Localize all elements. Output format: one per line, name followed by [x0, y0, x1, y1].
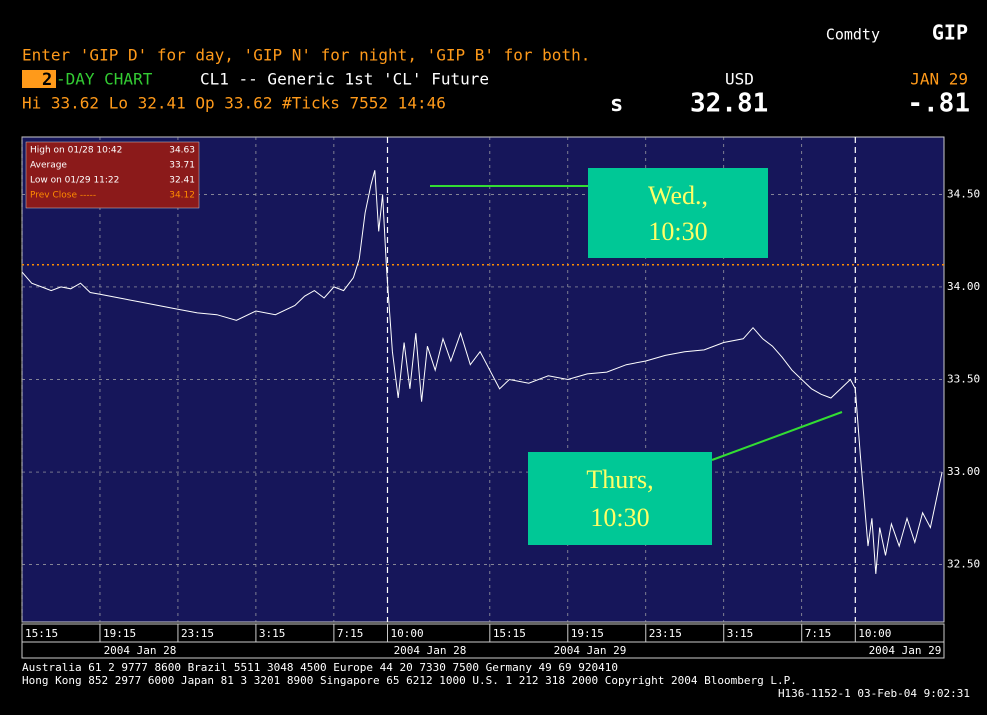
summary-value: 32.41	[169, 176, 195, 186]
footer: H136-1152-1 03-Feb-04 9:02:31	[778, 687, 970, 700]
change: -.81	[907, 89, 970, 119]
x-tick-label: 3:15	[727, 627, 754, 640]
date-label: 2004 Jan 28	[104, 644, 177, 657]
summary-value: 34.63	[169, 146, 195, 156]
x-tick-label: 10:00	[390, 627, 423, 640]
x-tick-label: 7:15	[805, 627, 832, 640]
last: 32.81	[690, 89, 768, 119]
y-tick-label: 33.50	[947, 373, 980, 386]
flag: s	[610, 92, 623, 117]
y-tick-label: 34.00	[947, 280, 980, 293]
y-tick-label: 33.00	[947, 465, 980, 478]
x-tick-label: 23:15	[181, 627, 214, 640]
y-tick-label: 32.50	[947, 558, 980, 571]
annotation: 10:30	[590, 503, 649, 532]
date: JAN 29	[910, 70, 968, 89]
x-tick-label: 3:15	[259, 627, 286, 640]
summary-value: 33.71	[169, 161, 195, 171]
period-label: -DAY CHART	[56, 70, 153, 89]
summary-value: 34.12	[169, 191, 195, 201]
period-num: 2	[42, 70, 52, 90]
instructions: Enter 'GIP D' for day, 'GIP N' for night…	[22, 46, 590, 65]
footer: Australia 61 2 9777 8600 Brazil 5511 304…	[22, 661, 618, 674]
x-tick-label: 10:00	[858, 627, 891, 640]
security: CL1 -- Generic 1st 'CL' Future	[200, 70, 489, 89]
annotation: Thurs,	[586, 465, 653, 494]
code: GIP	[932, 21, 968, 45]
x-tick-label: 19:15	[571, 627, 604, 640]
date-label: 2004 Jan 28	[394, 644, 467, 657]
plot-area	[21, 136, 945, 623]
stats: Hi 33.62 Lo 32.41 Op 33.62 #Ticks 7552 1…	[22, 94, 446, 113]
summary-label: High on 01/28 10:42	[30, 146, 122, 156]
market: Comdty	[826, 26, 880, 44]
annotation-box	[528, 452, 712, 545]
summary-box	[25, 141, 200, 209]
x-tick-label: 19:15	[103, 627, 136, 640]
y-tick-label: 34.50	[947, 187, 980, 200]
summary-label: Low on 01/29 11:22	[30, 176, 119, 186]
annotation: 10:30	[648, 217, 707, 246]
period-box	[22, 70, 56, 88]
summary-label: Prev Close -----	[30, 191, 96, 201]
price-line	[21, 170, 943, 574]
annotation: Wed.,	[648, 181, 708, 210]
date-row	[21, 641, 945, 659]
footer: Hong Kong 852 2977 6000 Japan 81 3 3201 …	[22, 674, 797, 687]
x-tick-label: 15:15	[25, 627, 58, 640]
x-tick-label: 15:15	[493, 627, 526, 640]
annotation-pointer	[711, 411, 843, 461]
date-label: 2004 Jan 29	[869, 644, 942, 657]
summary-label: Average	[30, 161, 67, 171]
x-tick-label: 7:15	[337, 627, 364, 640]
date-label: 2004 Jan 29	[554, 644, 627, 657]
currency: USD	[725, 70, 754, 89]
annotation-box	[588, 168, 768, 258]
x-tick-label: 23:15	[649, 627, 682, 640]
